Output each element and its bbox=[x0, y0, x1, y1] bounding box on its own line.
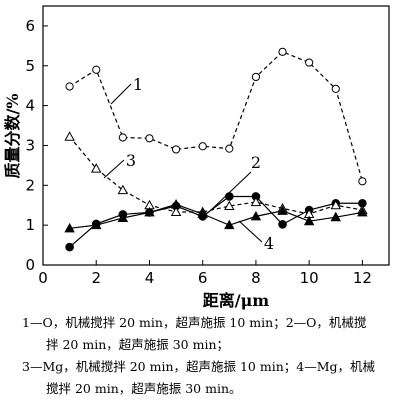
data-point bbox=[198, 142, 207, 151]
y-tick-label: 3 bbox=[25, 136, 35, 154]
x-tick-label: 2 bbox=[91, 269, 101, 287]
y-tick-label: 1 bbox=[25, 216, 35, 234]
series-1 bbox=[65, 47, 367, 186]
series-label-2: 2 bbox=[251, 153, 261, 172]
y-tick-label: 0 bbox=[25, 256, 35, 274]
series-label-4: 4 bbox=[264, 234, 274, 253]
x-tick-label: 0 bbox=[38, 269, 48, 287]
data-point bbox=[117, 184, 129, 195]
data-point bbox=[331, 84, 340, 93]
y-axis-label: 质量分数/% bbox=[3, 93, 22, 178]
caption-line-2: 拌 20 min，超声施振 30 min； bbox=[46, 337, 230, 352]
data-point bbox=[224, 200, 235, 211]
data-point bbox=[225, 144, 234, 153]
data-point bbox=[65, 82, 74, 91]
series-layer bbox=[64, 47, 368, 252]
callout-line-2 bbox=[210, 171, 252, 211]
data-point bbox=[65, 242, 74, 252]
data-point bbox=[145, 134, 154, 143]
series-label-1: 1 bbox=[133, 75, 143, 94]
x-tick-label: 12 bbox=[353, 269, 372, 287]
data-point bbox=[303, 215, 315, 226]
data-point bbox=[278, 220, 287, 229]
data-point bbox=[278, 47, 287, 56]
data-point bbox=[92, 65, 101, 74]
y-tick-label: 6 bbox=[25, 17, 35, 35]
data-point bbox=[64, 131, 75, 141]
data-point bbox=[305, 58, 314, 67]
data-point bbox=[357, 206, 368, 217]
caption-line-1: 1—O，机械搅拌 20 min，超声施振 10 min；2—O，机械搅 bbox=[22, 315, 367, 330]
y-tick-label: 2 bbox=[25, 176, 35, 194]
y-tick-label: 4 bbox=[25, 97, 35, 115]
data-point bbox=[250, 210, 262, 221]
series-1-line bbox=[69, 51, 363, 182]
data-point bbox=[225, 192, 234, 201]
callout-line-4 bbox=[238, 220, 263, 243]
data-point bbox=[251, 72, 261, 82]
data-point bbox=[277, 205, 288, 215]
data-point bbox=[224, 219, 235, 230]
data-point bbox=[64, 222, 75, 233]
x-axis-label: 距离/μm bbox=[203, 291, 270, 310]
data-point bbox=[250, 196, 262, 207]
callout-line-1 bbox=[110, 83, 132, 105]
series-3-line bbox=[69, 136, 363, 215]
data-point bbox=[118, 133, 127, 142]
data-point bbox=[117, 212, 129, 223]
data-point bbox=[170, 199, 182, 209]
series-2-line bbox=[69, 195, 363, 248]
data-point bbox=[170, 206, 182, 217]
callout-line-3 bbox=[103, 159, 125, 179]
data-point bbox=[90, 219, 102, 230]
x-tick-label: 4 bbox=[145, 269, 155, 287]
data-point bbox=[330, 211, 342, 222]
data-point bbox=[171, 145, 181, 154]
series-label-3: 3 bbox=[126, 151, 136, 170]
series-labels: 1 2 3 4 bbox=[103, 75, 274, 253]
data-point bbox=[197, 208, 208, 219]
x-tick-label: 6 bbox=[198, 269, 208, 287]
data-point bbox=[358, 177, 367, 186]
series-4 bbox=[64, 199, 368, 233]
plot-frame bbox=[42, 5, 390, 266]
data-point bbox=[144, 206, 155, 217]
series-4-line bbox=[69, 203, 363, 229]
x-tick-label: 10 bbox=[300, 269, 319, 287]
caption-line-4: 搅拌 20 min，超声施振 30 min。 bbox=[46, 381, 242, 396]
x-tick-label: 8 bbox=[251, 269, 261, 287]
data-point bbox=[90, 163, 102, 173]
data-point bbox=[330, 199, 342, 210]
caption-line-3: 3—Mg，机械搅拌 20 min，超声施振 10 min；4—Mg，机械 bbox=[22, 359, 376, 374]
y-tick-label: 5 bbox=[25, 57, 35, 75]
